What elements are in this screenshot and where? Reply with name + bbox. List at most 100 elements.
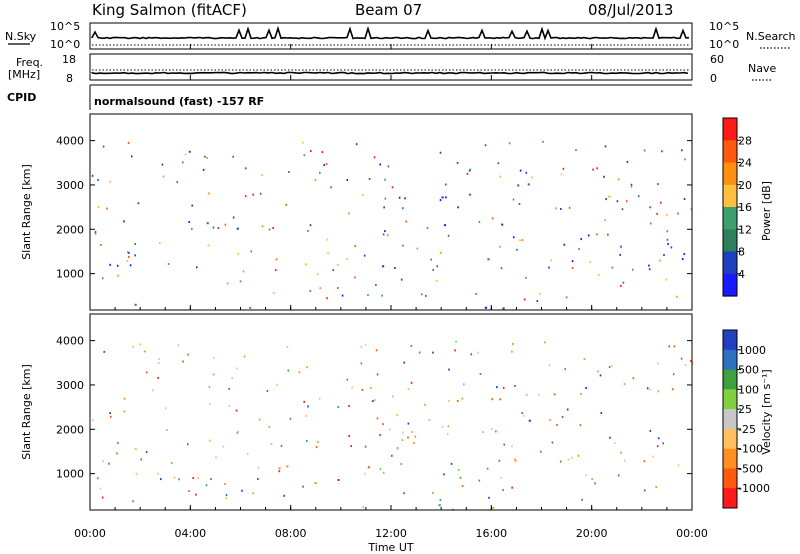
noise-cell <box>657 390 659 393</box>
noise-cell <box>659 259 661 262</box>
noise-cell <box>550 259 553 262</box>
noise-cell <box>364 343 367 346</box>
noise-cell <box>677 464 680 467</box>
noise-cell <box>309 290 312 292</box>
noise-cell <box>402 431 404 434</box>
noise-cell <box>626 161 629 163</box>
noise-cell <box>426 227 429 230</box>
noise-cell <box>580 393 582 395</box>
noise-cell <box>206 156 208 159</box>
noise-cell <box>189 150 191 153</box>
noise-cell <box>235 409 238 412</box>
noise-cell <box>665 278 668 281</box>
noise-cell <box>617 178 620 181</box>
freq-panel: Freq. [MHz] 18 8 60 0 Nave <box>8 53 776 85</box>
noise-cell <box>161 163 164 166</box>
noise-cell <box>383 206 385 209</box>
noise-cell <box>625 200 628 203</box>
noise-cell <box>632 377 635 380</box>
nsearch-label: N.Search <box>746 30 796 43</box>
noise-cell <box>94 232 97 235</box>
noise-cell <box>376 373 379 376</box>
colorbar-tick: 500 <box>738 364 759 377</box>
noise-cell <box>317 441 319 444</box>
noise-cell <box>379 163 381 166</box>
noise-cell <box>123 220 125 223</box>
data-cell <box>438 504 441 507</box>
noise-cell <box>414 435 417 438</box>
noise-cell <box>394 267 396 269</box>
noise-cell <box>280 444 283 447</box>
noise-cell <box>157 472 159 475</box>
noise-cell <box>463 383 465 386</box>
noise-cell <box>123 410 126 413</box>
noise-cell <box>103 350 105 353</box>
noise-cell <box>596 167 598 170</box>
cpid-label: CPID <box>7 91 36 104</box>
noise-cell <box>209 403 211 406</box>
noise-cell <box>236 431 238 434</box>
noise-cell <box>207 244 210 247</box>
noise-cell <box>432 351 434 354</box>
noise-cell <box>217 227 220 230</box>
noise-cell <box>597 370 599 373</box>
noise-cell <box>583 358 586 361</box>
noise-cell <box>348 212 350 215</box>
noise-cell <box>571 267 574 269</box>
noise-cell <box>376 417 379 420</box>
noise-cell <box>457 468 460 471</box>
noise-cell <box>222 445 225 448</box>
noise-cell <box>298 371 301 374</box>
noise-cell <box>549 419 551 422</box>
noise-cell <box>274 269 277 272</box>
noise-cell <box>337 264 339 266</box>
noise-cell <box>661 150 663 153</box>
noise-cell <box>325 163 328 165</box>
noise-cell <box>261 225 264 228</box>
noise-cell <box>421 293 423 296</box>
noise-cell <box>447 234 450 237</box>
freq-label: Freq. <box>16 56 43 69</box>
noise-cell <box>603 175 605 178</box>
noise-cell <box>439 251 442 254</box>
noise-cell <box>671 388 674 391</box>
noise-cell <box>126 259 129 262</box>
noise-cell <box>102 460 105 463</box>
noise-cell <box>388 428 391 431</box>
velocity-ylabel: Slant Range [km] <box>20 364 33 460</box>
noise-cell <box>330 186 332 189</box>
noise-cell <box>511 486 513 489</box>
noise-cell <box>309 224 312 227</box>
noise-cell <box>447 425 450 428</box>
noise-cell <box>379 468 382 471</box>
noise-cell <box>204 155 206 158</box>
noise-cell <box>182 360 184 363</box>
data-cell <box>525 393 528 396</box>
noise-cell <box>676 295 678 298</box>
noise-cell <box>620 451 622 454</box>
noise-cell <box>402 244 404 247</box>
noise-cell <box>551 441 554 444</box>
noise-cell <box>646 387 649 390</box>
noise-cell <box>91 174 94 177</box>
noise-cell <box>407 388 410 390</box>
noise-cell <box>519 169 522 172</box>
noise-cell <box>360 362 363 365</box>
noise-cell <box>231 377 233 380</box>
noise-cell <box>196 266 198 269</box>
noise-cell <box>666 238 669 241</box>
noise-cell <box>305 414 308 417</box>
noise-cell <box>164 407 167 410</box>
noise-cell <box>402 207 404 210</box>
noise-cell <box>560 208 562 210</box>
noise-cell <box>441 425 444 428</box>
noise-cell <box>259 192 262 195</box>
data-cell <box>367 466 370 469</box>
colorbar-tick: -100 <box>738 443 763 456</box>
noise-cell <box>321 151 324 154</box>
noise-cell <box>637 195 640 198</box>
data-cell <box>481 431 485 434</box>
noise-cell <box>439 151 442 154</box>
noise-cell <box>607 195 610 198</box>
noise-cell <box>516 248 518 251</box>
